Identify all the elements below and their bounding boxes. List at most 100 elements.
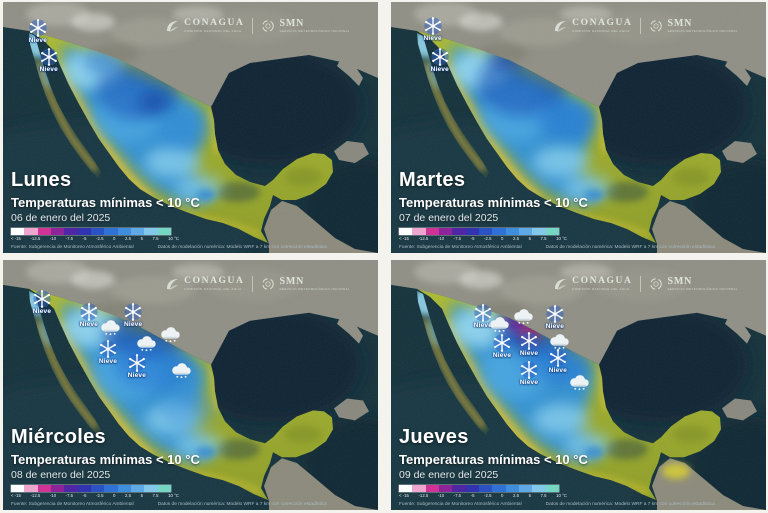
footnote-source: Fuente: Subgerencia de Monitoreo Atmosfé…: [399, 502, 522, 507]
scale-segment: [532, 227, 546, 235]
conagua-wordmark: CONAGUA: [184, 276, 245, 286]
footnote-source: Fuente: Subgerencia de Monitoreo Atmosfé…: [11, 245, 134, 250]
scale-tick: 0: [501, 493, 504, 498]
scale-tick: 7.5: [540, 493, 547, 498]
mexico-temperature-map: [391, 2, 766, 253]
scale-tick: -10: [437, 493, 445, 498]
scale-tick: -10: [49, 493, 57, 498]
smn-wordmark: SMN: [667, 17, 693, 29]
agency-logos: CONAGUA COMISIÓN NACIONAL DEL AGUA SMN S…: [165, 276, 350, 292]
conagua-leaf-icon: [167, 20, 179, 32]
scale-segment: [518, 484, 533, 492]
temperature-color-scale: [399, 484, 559, 492]
scale-tick: < -15: [11, 236, 21, 241]
panel-caption: Lunes Temperaturas mínimas < 10 °C 06 de…: [11, 169, 373, 254]
mexico-temperature-map: [3, 260, 378, 510]
conagua-subtitle: COMISIÓN NACIONAL DEL AGUA: [572, 287, 630, 291]
scale-tick: -7.5: [65, 493, 74, 498]
scale-tick: 7.5: [152, 236, 159, 241]
scale-segment: [478, 484, 493, 492]
temperature-color-scale: [11, 484, 171, 492]
scale-tick: 10 °C: [556, 236, 567, 241]
scale-tick: < -15: [399, 236, 409, 241]
panel-caption: Miércoles Temperaturas mínimas < 10 °C 0…: [11, 426, 373, 511]
scale-tick: -7.5: [65, 236, 74, 241]
scale-tick: 2.5: [513, 236, 519, 241]
scale-segment: [518, 227, 533, 235]
scale-tick-labels: < -15 -12.5 -10 -7.5 -5 -2.5 0 2.5 5 7.5 10 °C: [11, 493, 179, 498]
scale-tick: 5: [140, 493, 143, 498]
scale-segment: [24, 484, 38, 492]
scale-tick: < -15: [399, 493, 409, 498]
smn-subtitle: SERVICIO METEOROLÓGICO NACIONAL: [279, 287, 350, 292]
conagua-wordmark: CONAGUA: [184, 18, 245, 28]
scale-tick: 5: [528, 493, 531, 498]
agency-logos: CONAGUA COMISIÓN NACIONAL DEL AGUA SMN S…: [553, 276, 738, 292]
conagua-subtitle: COMISIÓN NACIONAL DEL AGUA: [184, 29, 242, 33]
scale-segment: [399, 484, 413, 492]
scale-tick: -5: [470, 236, 475, 241]
scale-segment: [144, 227, 158, 235]
forecast-date: 08 de enero del 2025: [11, 468, 111, 481]
source-footnotes: Fuente: Subgerencia de Monitoreo Atmosfé…: [11, 502, 373, 507]
scale-segment: [438, 227, 453, 235]
smn-wordmark: SMN: [667, 275, 693, 287]
scale-tick: 2.5: [125, 493, 131, 498]
scale-segment: [24, 227, 38, 235]
scale-segment: [532, 484, 546, 492]
scale-tick: 0: [113, 236, 116, 241]
scale-segment: [117, 484, 131, 492]
smn-logo: SMN SERVICIO METEOROLÓGICO NACIONAL: [261, 18, 350, 34]
smn-emblem-icon: [650, 20, 663, 32]
scale-segment: [11, 484, 25, 492]
scale-segment: [64, 484, 78, 492]
panel-caption: Jueves Temperaturas mínimas < 10 °C 09 d…: [399, 426, 761, 511]
logo-divider: [640, 276, 642, 292]
scale-tick: -10: [437, 236, 445, 241]
day-label: Jueves: [399, 425, 469, 448]
conagua-logo: CONAGUA COMISIÓN NACIONAL DEL AGUA: [553, 276, 632, 292]
logo-divider: [252, 276, 254, 292]
smn-logo: SMN SERVICIO METEOROLÓGICO NACIONAL: [649, 275, 738, 292]
scale-tick: 10 °C: [168, 493, 179, 498]
scale-tick: 2.5: [513, 493, 519, 498]
agency-logos: CONAGUA COMISIÓN NACIONAL DEL AGUA SMN S…: [165, 18, 350, 34]
mexico-map-svg: [3, 2, 378, 253]
smn-emblem-icon: [262, 278, 275, 290]
scale-segment: [452, 227, 466, 235]
scale-tick: < -15: [11, 493, 21, 498]
scale-tick: -2.5: [484, 493, 492, 498]
scale-segment: [37, 484, 51, 492]
scale-segment: [117, 227, 131, 235]
smn-emblem-icon: [262, 20, 275, 32]
conagua-logo: CONAGUA COMISIÓN NACIONAL DEL AGUA: [165, 276, 245, 292]
scale-tick: 5: [140, 236, 143, 241]
mexico-map-svg: [391, 2, 766, 253]
forecast-panel-2: CONAGUA COMISIÓN NACIONAL DEL AGUA SMN S…: [3, 260, 378, 510]
day-label: Lunes: [11, 168, 72, 191]
scale-segment: [11, 227, 25, 235]
scale-tick: -2.5: [96, 493, 104, 498]
scale-tick-labels: < -15 -12.5 -10 -7.5 -5 -2.5 0 2.5 5 7.5 10 °C: [399, 493, 567, 498]
conagua-leaf-icon: [555, 278, 567, 290]
footnote-model: Datos de modelación numérica: Modelo WRF…: [545, 245, 715, 250]
map-title: Temperaturas mínimas < 10 °C: [399, 451, 588, 467]
conagua-subtitle: COMISIÓN NACIONAL DEL AGUA: [184, 287, 242, 291]
scale-segment: [64, 227, 78, 235]
scale-segment: [465, 227, 479, 235]
smn-emblem-icon: [650, 278, 663, 290]
scale-tick: 2.5: [125, 236, 131, 241]
footnote-model: Datos de modelación numérica: Modelo WRF…: [157, 245, 327, 250]
scale-segment: [77, 227, 91, 235]
smn-subtitle: SERVICIO METEOROLÓGICO NACIONAL: [667, 287, 738, 292]
scale-segment: [157, 227, 171, 235]
scale-tick: 7.5: [152, 493, 159, 498]
scale-segment: [412, 484, 426, 492]
forecast-panel-3: CONAGUA COMISIÓN NACIONAL DEL AGUA SMN S…: [391, 260, 766, 510]
scale-tick: -5: [82, 493, 87, 498]
forecast-panel-1: CONAGUA COMISIÓN NACIONAL DEL AGUA SMN S…: [391, 2, 766, 253]
scale-tick: 0: [113, 493, 116, 498]
scale-tick: -12.5: [418, 493, 429, 498]
scale-tick: -12.5: [418, 236, 429, 241]
